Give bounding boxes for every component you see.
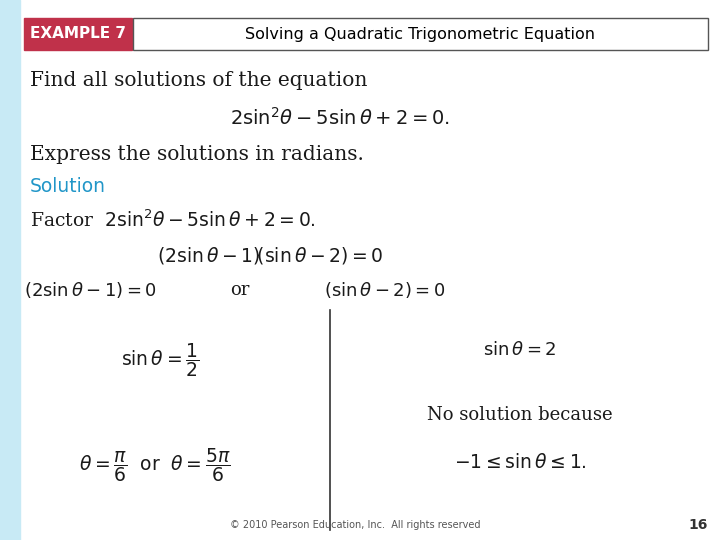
Text: Express the solutions in radians.: Express the solutions in radians. — [30, 145, 364, 165]
Bar — [24, 18, 132, 50]
Text: $\left(2\sin\theta - 1\right)\!\left(\sin\theta - 2\right) = 0$: $\left(2\sin\theta - 1\right)\!\left(\si… — [157, 245, 383, 266]
Text: $\left(2\sin\theta - 1\right) = 0$: $\left(2\sin\theta - 1\right) = 0$ — [24, 280, 156, 300]
Text: © 2010 Pearson Education, Inc.  All rights reserved: © 2010 Pearson Education, Inc. All right… — [230, 520, 480, 530]
Text: $\left(\sin\theta - 2\right) = 0$: $\left(\sin\theta - 2\right) = 0$ — [324, 280, 446, 300]
Text: Solving a Quadratic Trigonometric Equation: Solving a Quadratic Trigonometric Equati… — [245, 26, 595, 42]
Bar — [0, 0, 20, 540]
Text: 16: 16 — [688, 518, 708, 532]
Text: Factor  $2\sin^{2}\!\theta - 5\sin\theta + 2 = 0.$: Factor $2\sin^{2}\!\theta - 5\sin\theta … — [30, 209, 316, 231]
Text: EXAMPLE 7: EXAMPLE 7 — [30, 26, 126, 42]
Text: $\sin\theta = 2$: $\sin\theta = 2$ — [483, 341, 557, 359]
Text: Solution: Solution — [30, 178, 106, 197]
Text: Find all solutions of the equation: Find all solutions of the equation — [30, 71, 367, 90]
Text: $\sin\theta = \dfrac{1}{2}$: $\sin\theta = \dfrac{1}{2}$ — [121, 341, 199, 379]
Text: $\theta = \dfrac{\pi}{6}$  or  $\theta = \dfrac{5\pi}{6}$: $\theta = \dfrac{\pi}{6}$ or $\theta = \… — [79, 446, 231, 484]
FancyBboxPatch shape — [133, 18, 708, 50]
Text: or: or — [230, 281, 250, 299]
Text: $2\sin^{2}\!\theta - 5\sin\theta + 2 = 0.$: $2\sin^{2}\!\theta - 5\sin\theta + 2 = 0… — [230, 107, 450, 129]
Text: No solution because: No solution because — [427, 406, 613, 424]
Text: $-1 \leq \sin\theta \leq 1.$: $-1 \leq \sin\theta \leq 1.$ — [454, 453, 586, 471]
